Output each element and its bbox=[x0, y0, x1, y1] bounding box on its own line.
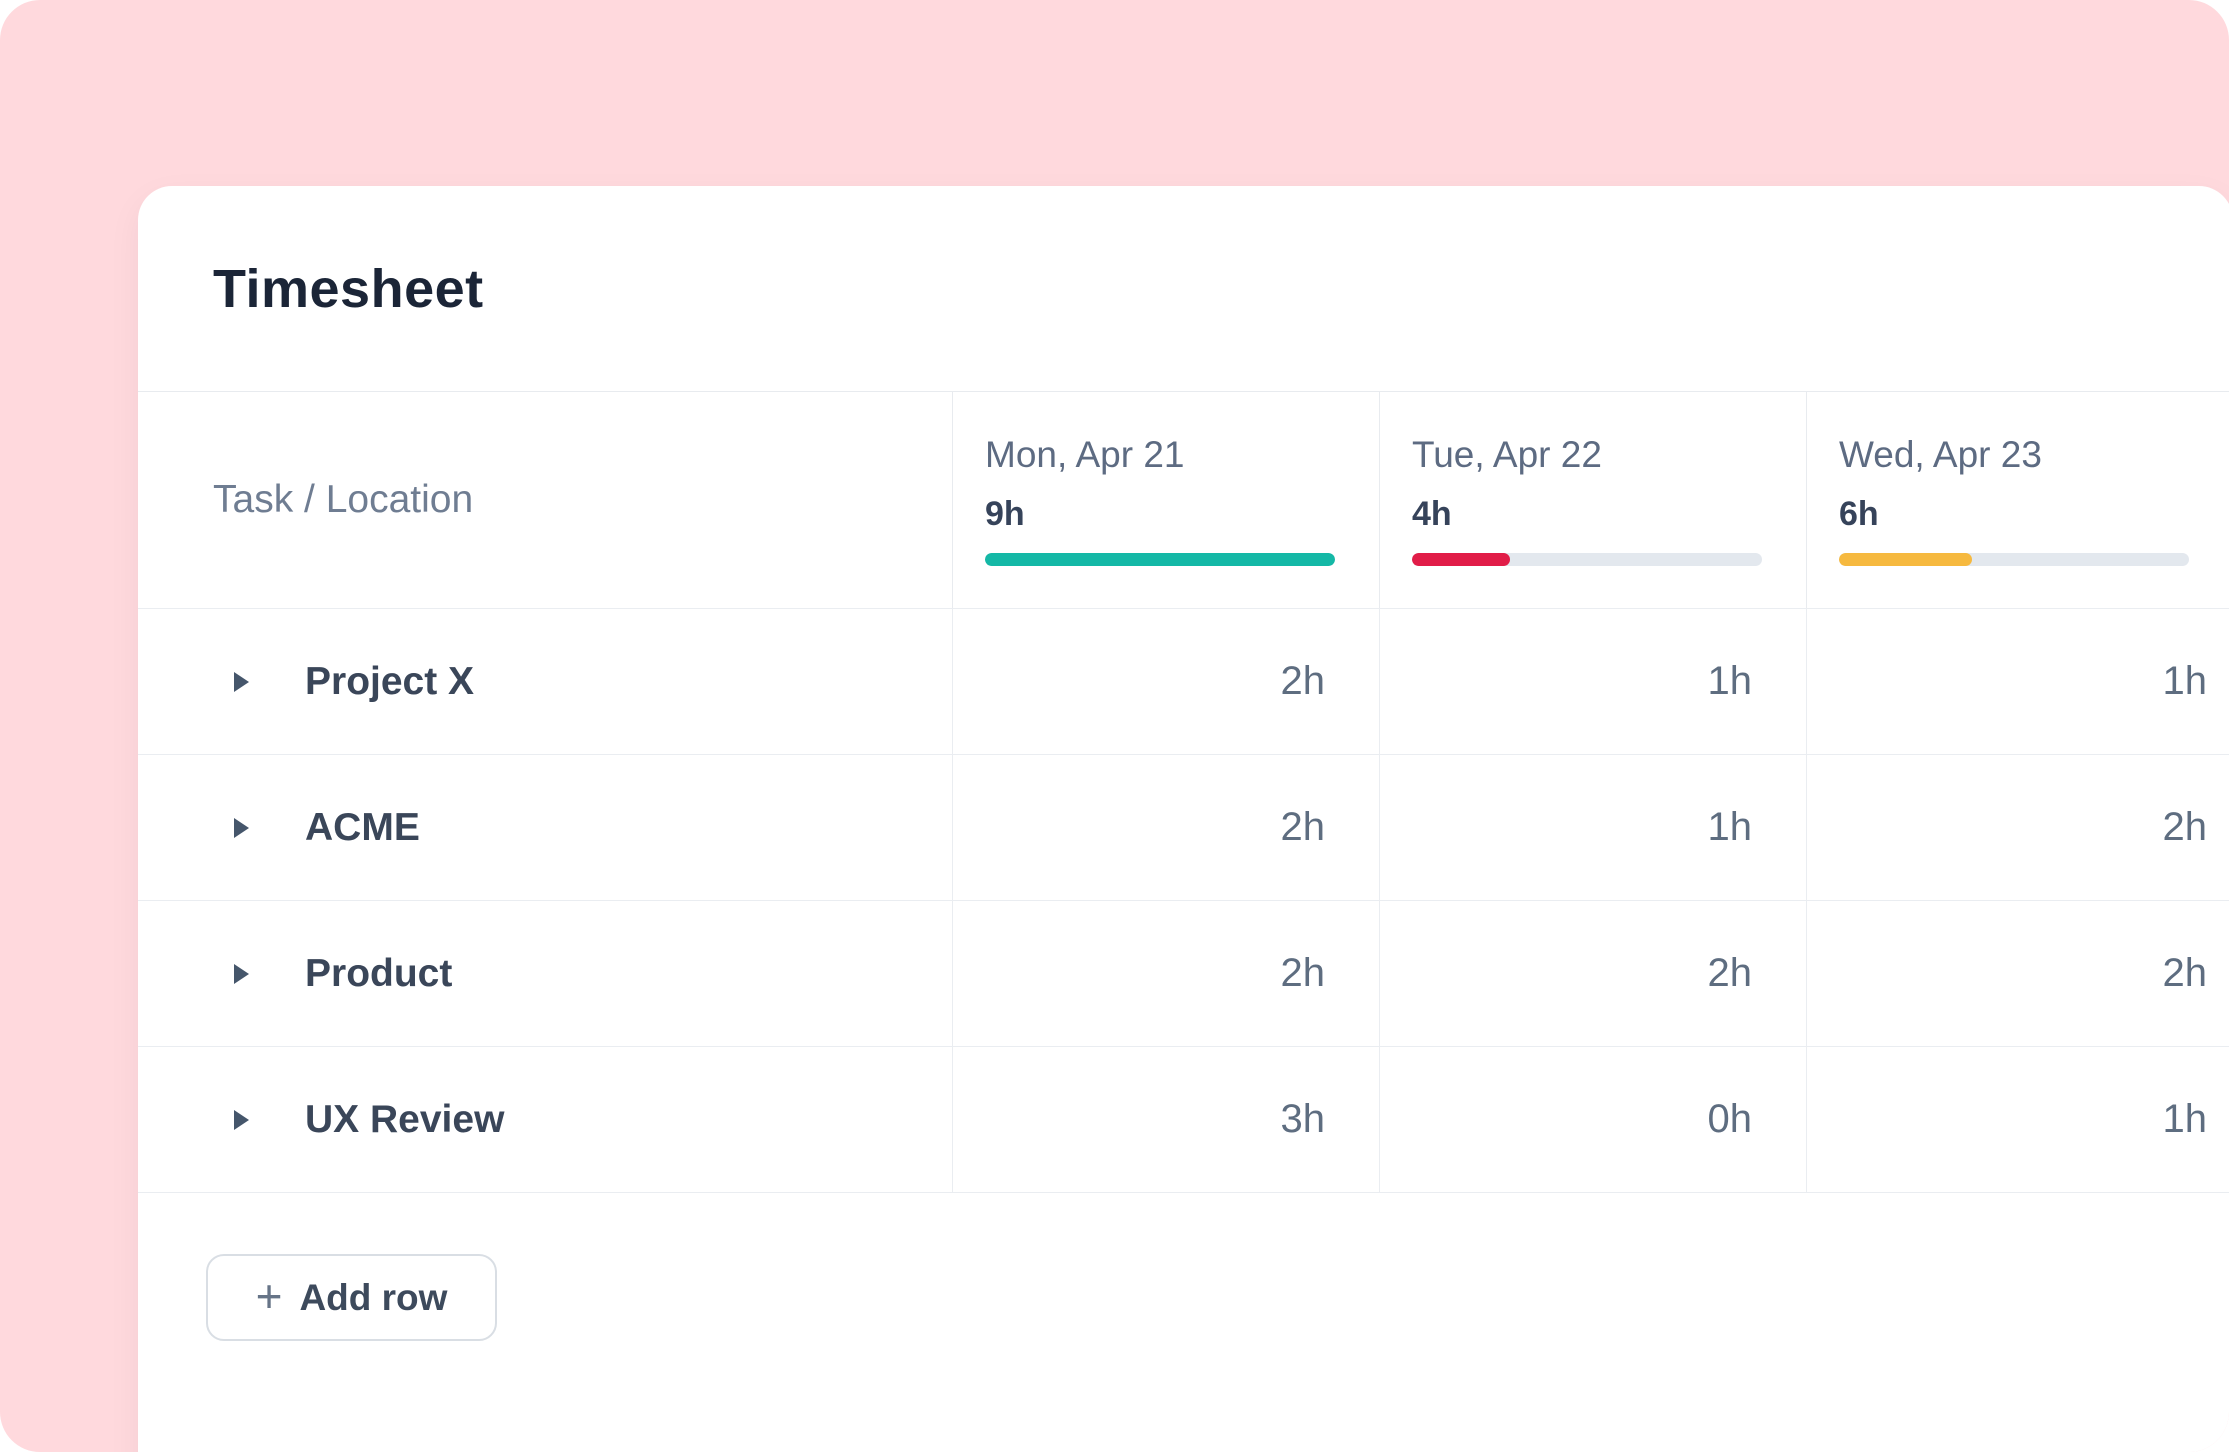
day-total: 6h bbox=[1839, 495, 1879, 533]
day-header-mon: Mon, Apr 21 9h bbox=[952, 392, 1379, 608]
table-row: Project X 2h 1h 1h bbox=[138, 608, 2229, 754]
day-header-tue: Tue, Apr 22 4h bbox=[1379, 392, 1806, 608]
hours-cell[interactable]: 1h bbox=[1806, 609, 2229, 754]
timesheet-card: Timesheet Task / Location Mon, Apr 21 9h… bbox=[138, 186, 2229, 1452]
day-progress-track bbox=[1839, 553, 2189, 566]
task-label: ACME bbox=[305, 805, 420, 849]
task-cell-acme[interactable]: ACME bbox=[138, 755, 952, 900]
timesheet-table: Task / Location Mon, Apr 21 9h Tue, Apr … bbox=[138, 392, 2229, 1193]
day-label: Tue, Apr 22 bbox=[1412, 434, 1602, 475]
hours-cell[interactable]: 2h bbox=[952, 901, 1379, 1046]
day-total: 9h bbox=[985, 495, 1025, 533]
hours-cell[interactable]: 2h bbox=[952, 755, 1379, 900]
hours-cell[interactable]: 2h bbox=[1806, 755, 2229, 900]
hours-cell[interactable]: 2h bbox=[1806, 901, 2229, 1046]
day-progress-fill bbox=[1412, 553, 1510, 566]
hours-cell[interactable]: 3h bbox=[952, 1047, 1379, 1192]
table-row: ACME 2h 1h 2h bbox=[138, 754, 2229, 900]
day-progress-fill bbox=[985, 553, 1335, 566]
task-label: Product bbox=[305, 951, 453, 995]
page-title: Timesheet bbox=[213, 259, 484, 319]
day-header-wed: Wed, Apr 23 6h bbox=[1806, 392, 2229, 608]
table-header-row: Task / Location Mon, Apr 21 9h Tue, Apr … bbox=[138, 392, 2229, 608]
hours-cell[interactable]: 1h bbox=[1379, 609, 1806, 754]
task-cell-project-x[interactable]: Project X bbox=[138, 609, 952, 754]
day-label: Mon, Apr 21 bbox=[985, 434, 1185, 475]
add-row-button[interactable]: + Add row bbox=[206, 1254, 497, 1341]
hours-cell[interactable]: 1h bbox=[1806, 1047, 2229, 1192]
day-progress-track bbox=[985, 553, 1335, 566]
task-cell-product[interactable]: Product bbox=[138, 901, 952, 1046]
hours-cell[interactable]: 2h bbox=[1379, 901, 1806, 1046]
task-location-header: Task / Location bbox=[213, 478, 474, 521]
expand-caret-icon[interactable] bbox=[234, 817, 249, 838]
expand-caret-icon[interactable] bbox=[234, 963, 249, 984]
table-row: UX Review 3h 0h 1h bbox=[138, 1046, 2229, 1193]
day-progress-fill bbox=[1839, 553, 1972, 566]
task-cell-ux-review[interactable]: UX Review bbox=[138, 1047, 952, 1192]
add-row-label: Add row bbox=[299, 1276, 448, 1318]
title-divider bbox=[138, 391, 2229, 392]
day-progress-track bbox=[1412, 553, 1762, 566]
expand-caret-icon[interactable] bbox=[234, 671, 249, 692]
day-total: 4h bbox=[1412, 495, 1452, 533]
task-label: Project X bbox=[305, 659, 475, 703]
day-label: Wed, Apr 23 bbox=[1839, 434, 2042, 475]
expand-caret-icon[interactable] bbox=[234, 1109, 249, 1130]
table-row: Product 2h 2h 2h bbox=[138, 900, 2229, 1046]
hours-cell[interactable]: 0h bbox=[1379, 1047, 1806, 1192]
hours-cell[interactable]: 2h bbox=[952, 609, 1379, 754]
task-label: UX Review bbox=[305, 1097, 505, 1141]
plus-icon: + bbox=[255, 1269, 283, 1322]
hours-cell[interactable]: 1h bbox=[1379, 755, 1806, 900]
